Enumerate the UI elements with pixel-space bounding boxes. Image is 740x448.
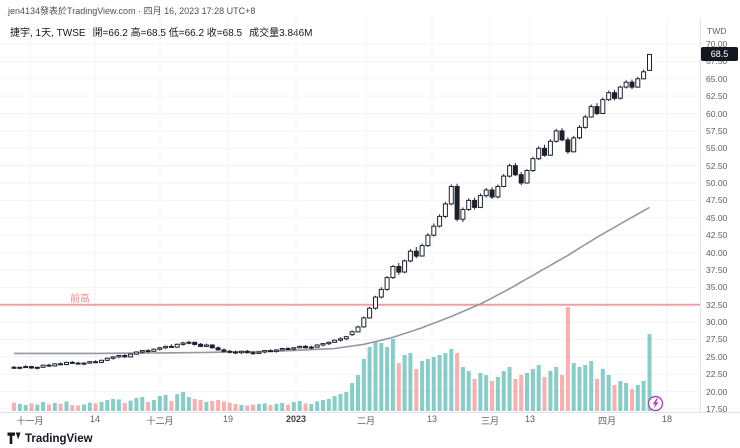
price-tick-label: 52.50 bbox=[706, 160, 728, 171]
time-tick-label: 13 bbox=[426, 414, 437, 424]
price-tick-label: 45.00 bbox=[706, 212, 728, 223]
time-tick-label: 19 bbox=[222, 414, 233, 424]
price-tick-label: 70.00 bbox=[706, 39, 728, 49]
price-tick-label: 50.00 bbox=[706, 178, 728, 189]
time-tick-label: 13 bbox=[524, 414, 535, 424]
time-tick-label: 2023 bbox=[285, 414, 307, 424]
price-axis[interactable]: 70.00 67.50 65.00 62.50 60.00 57.50 55.00 52.50… bbox=[700, 0, 740, 448]
price-tick-label: 60.00 bbox=[706, 108, 728, 119]
time-tick-label: 十一月 bbox=[16, 416, 44, 426]
legend-volume: 成交量3.846M bbox=[249, 28, 313, 39]
prev-high-label: 前高 bbox=[70, 293, 90, 305]
price-tick-label: 40.00 bbox=[706, 247, 728, 258]
time-tick-label: 18 bbox=[661, 414, 672, 424]
price-tick-label: 25.00 bbox=[706, 351, 728, 362]
price-tick-label: 17.50 bbox=[706, 404, 728, 414]
price-tick-label: 27.50 bbox=[706, 334, 728, 345]
price-tick-label: 30.00 bbox=[706, 317, 728, 328]
price-tick-label: 55.00 bbox=[706, 143, 728, 154]
price-tick-label: 65.00 bbox=[706, 73, 728, 84]
price-tick-label: 32.50 bbox=[706, 299, 728, 310]
grid-layer bbox=[0, 18, 700, 412]
price-axis-currency: TWD bbox=[707, 26, 727, 36]
time-tick-label: 14 bbox=[89, 414, 100, 424]
price-tick-label: 37.50 bbox=[706, 264, 728, 275]
footer-logo-link[interactable]: TradingView bbox=[7, 432, 93, 445]
time-tick-label: 十二月 bbox=[146, 416, 174, 426]
price-tick-label: 57.50 bbox=[706, 125, 728, 136]
candles-layer bbox=[11, 53, 652, 370]
price-tick-label: 20.00 bbox=[706, 386, 728, 397]
price-tick-label: 22.50 bbox=[706, 369, 728, 380]
price-tick-label: 67.50 bbox=[706, 56, 728, 67]
price-tick-label: 35.00 bbox=[706, 282, 728, 293]
time-axis[interactable]: 十一月 14 十二月 19 2023 二月 13 三月 13 四月 18 bbox=[0, 414, 740, 428]
lightning-marker-icon[interactable] bbox=[647, 395, 664, 412]
chart-legend: 捷宇, 1天, TWSE 開=66.2 高=68.5 低=66.2 收=68.5 成… bbox=[10, 24, 312, 39]
volume-layer bbox=[12, 307, 652, 411]
ma-line-layer bbox=[14, 206, 650, 355]
attribution-link[interactable]: jen4134發表於TradingView.com · 四月 16, 2023 … bbox=[8, 6, 256, 16]
footer-brand-text: TradingView bbox=[25, 432, 93, 445]
time-tick-label: 三月 bbox=[480, 416, 499, 426]
last-price-badge: 68.5 bbox=[701, 47, 738, 62]
price-tick-label: 42.50 bbox=[706, 230, 728, 241]
axis-lines bbox=[0, 18, 740, 413]
time-tick-label: 四月 bbox=[597, 416, 616, 426]
time-tick-label: 二月 bbox=[356, 416, 375, 426]
price-tick-label: 47.50 bbox=[706, 195, 728, 206]
tradingview-logo-icon bbox=[7, 432, 21, 444]
legend-ohlc: 開=66.2 高=68.5 低=66.2 收=68.5 bbox=[92, 28, 243, 39]
legend-symbol[interactable]: 捷宇, 1天, TWSE bbox=[10, 28, 86, 39]
price-tick-label: 62.50 bbox=[706, 91, 728, 102]
